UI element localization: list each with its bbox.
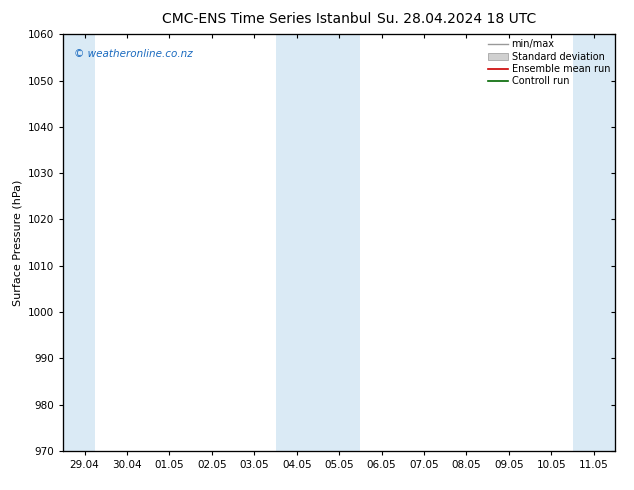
Legend: min/max, Standard deviation, Ensemble mean run, Controll run: min/max, Standard deviation, Ensemble me… [486,37,612,88]
Text: © weatheronline.co.nz: © weatheronline.co.nz [74,49,193,59]
Bar [573,34,619,451]
Text: Su. 28.04.2024 18 UTC: Su. 28.04.2024 18 UTC [377,12,536,26]
Y-axis label: Surface Pressure (hPa): Surface Pressure (hPa) [13,179,23,306]
Bar [276,34,360,451]
Text: CMC-ENS Time Series Istanbul: CMC-ENS Time Series Istanbul [162,12,371,26]
Bar [63,34,95,451]
